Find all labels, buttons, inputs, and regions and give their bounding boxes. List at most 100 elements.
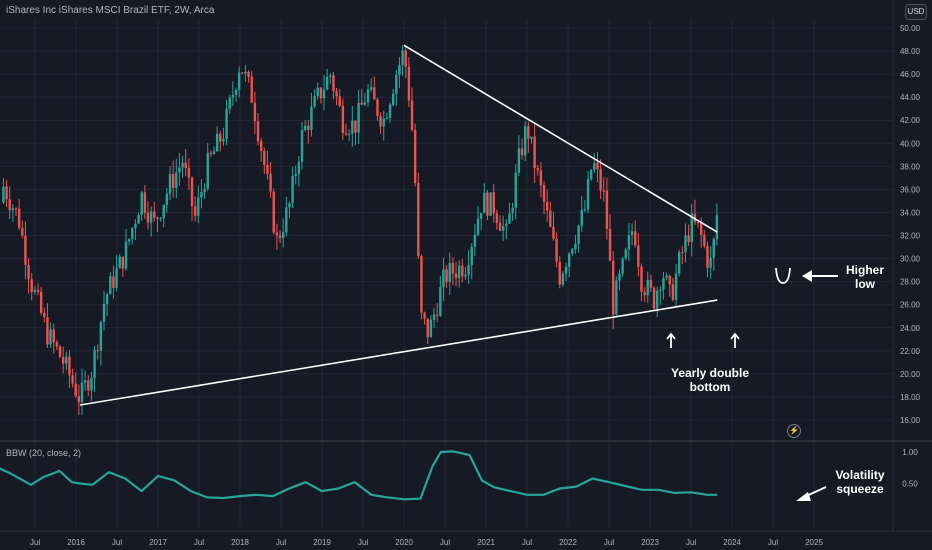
candle-body (250, 76, 253, 103)
candle-body (137, 215, 140, 224)
candle-body (495, 213, 499, 223)
candle-body (269, 173, 272, 192)
candle-body (385, 117, 389, 119)
candle-body (93, 349, 96, 378)
candle-body (486, 192, 489, 216)
candle-body (288, 203, 291, 208)
candle-body (643, 291, 646, 296)
candle-body (586, 179, 590, 210)
candle-body (388, 104, 392, 118)
candle-body (671, 284, 675, 300)
candle-body (457, 265, 461, 279)
annotation-volatility-squeeze: Volatility squeeze (835, 468, 885, 496)
candle-body (285, 207, 288, 233)
candle-body (212, 151, 216, 155)
candle-body (398, 64, 401, 75)
candle-body (391, 93, 395, 105)
candle-body (640, 266, 643, 292)
candle-body (127, 239, 131, 242)
candle-body (253, 102, 257, 122)
candle-body (90, 377, 93, 391)
bbw-tick-label: 1.00 (902, 448, 918, 457)
candle-body (338, 96, 341, 106)
candle-body (153, 211, 156, 218)
candle-body (115, 268, 118, 289)
candle-body (178, 167, 181, 173)
up-arrow-icon (666, 332, 676, 340)
candle-body (464, 274, 467, 277)
candle-body (715, 215, 719, 240)
candle-body (410, 100, 414, 131)
candle-body (627, 235, 631, 250)
candles-group (2, 45, 719, 416)
candle-body (517, 148, 521, 173)
candle-body (696, 222, 700, 224)
candle-body (395, 74, 398, 94)
candle-body (209, 152, 213, 155)
chart-title: iShares Inc iShares MSCI Brazil ETF, 2W,… (6, 5, 215, 16)
candle-body (219, 133, 222, 142)
lightning-icon[interactable]: ⚡ (787, 424, 801, 438)
candle-body (99, 322, 103, 351)
candle-body (706, 246, 709, 268)
time-tick-label: 2024 (723, 538, 741, 547)
candle-body (307, 125, 310, 130)
candle-body (259, 141, 263, 151)
price-tick-label: 34.00 (900, 208, 921, 217)
candle-body (668, 275, 671, 285)
candle-body (55, 342, 59, 347)
candle-body (404, 50, 407, 67)
candle-body (171, 174, 175, 188)
candle-body (432, 314, 436, 320)
candle-body (316, 87, 319, 97)
candle-body (674, 273, 678, 300)
candle-body (303, 125, 307, 131)
candle-body (27, 264, 30, 280)
candle-body (435, 314, 439, 316)
candle-body (322, 89, 326, 99)
candle-body (461, 265, 464, 277)
candle-body (30, 279, 33, 293)
candle-body (36, 289, 40, 292)
candle-body (197, 197, 200, 216)
candle-body (483, 192, 486, 214)
candle-body (325, 76, 329, 90)
currency-button[interactable]: USD (905, 4, 927, 20)
candle-body (225, 108, 228, 139)
candle-body (530, 136, 533, 139)
candle-body (442, 269, 445, 288)
candle-body (448, 262, 451, 282)
candle-body (256, 121, 260, 142)
candle-body (347, 133, 351, 135)
candle-body (413, 130, 417, 184)
price-tick-label: 38.00 (900, 162, 921, 171)
price-tick-label: 46.00 (900, 70, 921, 79)
candle-body (46, 317, 49, 345)
price-tick-label: 20.00 (900, 370, 921, 379)
candle-body (357, 102, 360, 133)
candle-body (580, 210, 583, 226)
candle-body (520, 148, 524, 156)
candle-body (454, 273, 458, 279)
candle-body (621, 258, 624, 274)
candle-body (344, 133, 348, 135)
time-tick-label: 2018 (231, 538, 249, 547)
candle-body (203, 188, 206, 193)
candle-body (366, 89, 370, 103)
higher-low-mark (775, 267, 791, 284)
candle-body (511, 207, 514, 214)
candle-body (134, 223, 137, 229)
bbw-line (0, 450, 718, 501)
candle-body (121, 256, 125, 269)
candle-body (96, 349, 99, 351)
candle-body (247, 71, 250, 77)
candle-body (310, 106, 313, 130)
time-tick-label: Jul (276, 538, 286, 547)
candle-body (630, 231, 634, 236)
candle-body (709, 257, 712, 268)
ascending-trendline (79, 299, 718, 406)
price-tick-label: 36.00 (900, 185, 921, 194)
time-tick-label: Jul (358, 538, 368, 547)
candle-body (379, 116, 382, 127)
